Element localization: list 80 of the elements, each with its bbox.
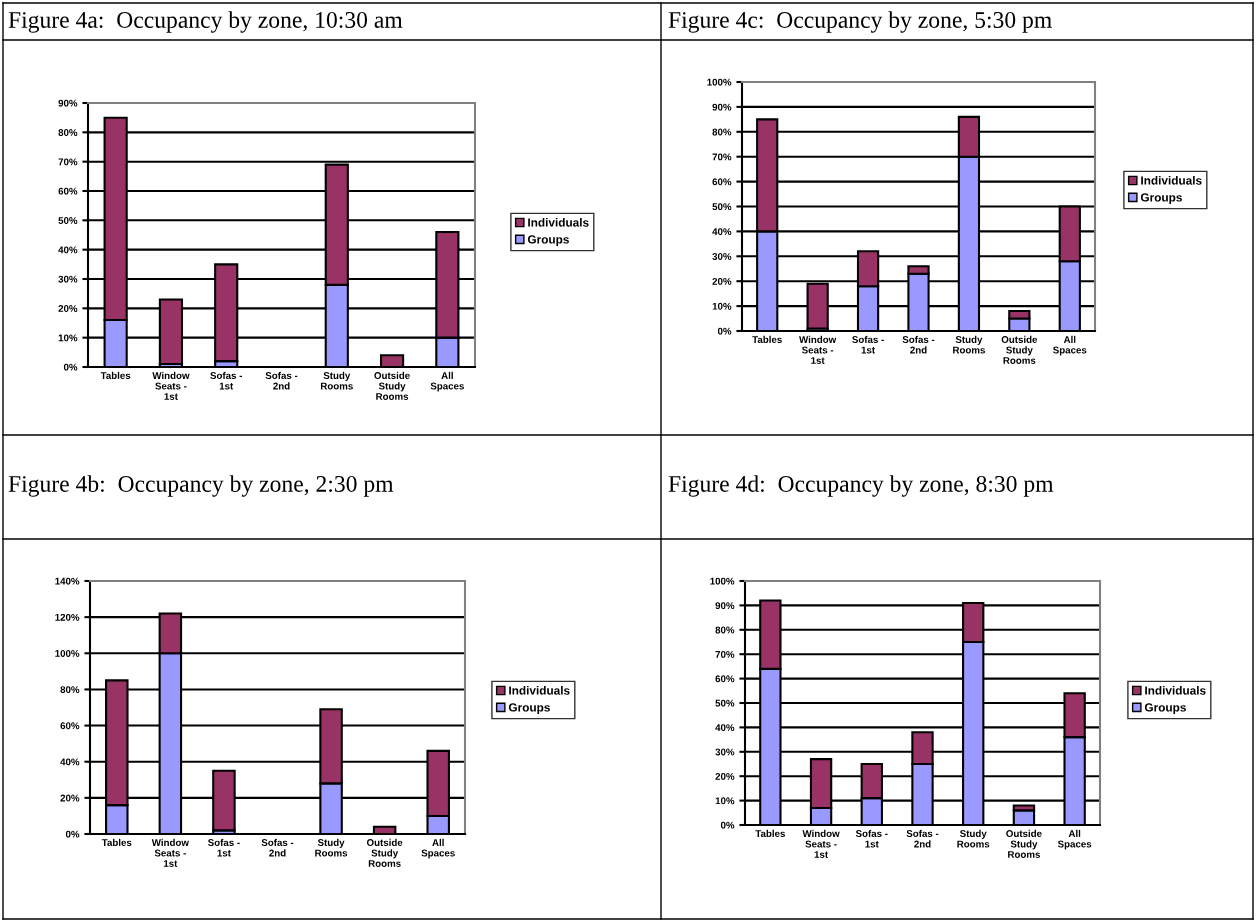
x-tick-label: All Spaces bbox=[1057, 829, 1092, 850]
y-tick-label: 30% bbox=[712, 253, 732, 260]
x-tick-label: Sofas - 2nd bbox=[902, 335, 935, 354]
legend-label: Individuals bbox=[1141, 176, 1202, 185]
chart-title: Figure 4d: Occupancy by zone, 8:30 pm bbox=[668, 475, 1054, 497]
y-tick-label: 60% bbox=[60, 722, 80, 730]
y-tick-label: 90% bbox=[58, 99, 78, 107]
y-tick-label: 80% bbox=[58, 129, 78, 136]
legend-label: Individuals bbox=[1145, 686, 1206, 695]
y-tick-label: 140% bbox=[55, 577, 80, 585]
x-tick-label: All Spaces bbox=[430, 371, 464, 392]
y-tick-label: 70% bbox=[715, 650, 735, 658]
x-tick-label: Study Rooms bbox=[315, 838, 348, 857]
y-tick-label: 100% bbox=[710, 577, 735, 585]
legend-label: Individuals bbox=[509, 686, 570, 695]
x-tick-label: Study Rooms bbox=[957, 829, 990, 848]
x-tick-label: Window Seats - 1st bbox=[152, 371, 190, 400]
y-tick-label: 100% bbox=[55, 650, 80, 657]
y-tick-label: 30% bbox=[715, 748, 735, 756]
y-tick-label: 70% bbox=[712, 153, 732, 161]
x-tick-label: Outside Study Rooms bbox=[1006, 829, 1042, 858]
x-tick-label: Sofas - 2nd bbox=[906, 829, 939, 848]
y-tick-label: 40% bbox=[60, 758, 80, 766]
x-tick-label: Window Seats - 1st bbox=[151, 838, 189, 867]
legend-label: Groups bbox=[1144, 703, 1186, 714]
y-tick-label: 60% bbox=[712, 178, 732, 186]
y-tick-label: 10% bbox=[712, 302, 732, 310]
x-tick-label: Tables bbox=[755, 829, 785, 837]
legend-label: Individuals bbox=[528, 218, 589, 227]
x-tick-label: Sofas - 2nd bbox=[261, 838, 294, 857]
x-tick-label: Sofas - 1st bbox=[208, 838, 240, 857]
y-tick-label: 20% bbox=[712, 277, 732, 285]
x-tick-label: Outside Study Rooms bbox=[366, 838, 403, 867]
y-tick-label: 40% bbox=[712, 228, 732, 236]
y-tick-label: 60% bbox=[715, 675, 735, 683]
y-tick-label: 50% bbox=[58, 217, 78, 224]
legend-label: Groups bbox=[1140, 193, 1182, 204]
y-tick-label: 20% bbox=[715, 772, 735, 780]
x-tick-label: Study Rooms bbox=[320, 371, 353, 390]
chart-title: Figure 4a: Occupancy by zone, 10:30 am bbox=[8, 11, 403, 33]
y-tick-label: 60% bbox=[58, 187, 78, 195]
y-tick-label: 10% bbox=[58, 334, 78, 342]
y-tick-label: 70% bbox=[58, 158, 78, 166]
x-tick-label: Tables bbox=[752, 335, 782, 343]
y-tick-label: 120% bbox=[55, 613, 80, 621]
x-tick-label: Window Seats - 1st bbox=[799, 335, 837, 364]
legend-label: Groups bbox=[527, 235, 569, 246]
y-tick-label: 20% bbox=[58, 305, 78, 312]
y-tick-label: 90% bbox=[715, 602, 735, 610]
x-tick-label: Window Seats - 1st bbox=[802, 829, 840, 858]
x-tick-label: Sofas - 2nd bbox=[265, 371, 298, 390]
legend-label: Groups bbox=[508, 703, 550, 714]
x-tick-label: All Spaces bbox=[1053, 335, 1087, 356]
y-tick-label: 40% bbox=[715, 724, 735, 732]
y-tick-label: 50% bbox=[712, 203, 732, 211]
y-tick-label: 50% bbox=[715, 699, 735, 707]
y-tick-label: 40% bbox=[58, 246, 78, 254]
y-tick-label: 80% bbox=[715, 626, 735, 634]
x-tick-label: Tables bbox=[101, 838, 132, 846]
y-tick-label: 20% bbox=[60, 794, 80, 802]
chart-title: Figure 4b: Occupancy by zone, 2:30 pm bbox=[8, 475, 394, 497]
y-tick-label: 0% bbox=[717, 327, 732, 335]
chart-title: Figure 4c: Occupancy by zone, 5:30 pm bbox=[668, 11, 1052, 33]
y-tick-label: 30% bbox=[58, 275, 78, 283]
y-tick-label: 80% bbox=[60, 686, 80, 694]
y-tick-label: 90% bbox=[712, 103, 732, 111]
y-tick-label: 0% bbox=[720, 821, 735, 829]
x-tick-label: Sofas - 1st bbox=[210, 371, 243, 390]
x-tick-label: Study Rooms bbox=[953, 335, 986, 354]
x-tick-label: Tables bbox=[100, 371, 131, 379]
x-tick-label: All Spaces bbox=[421, 838, 455, 859]
x-tick-label: Sofas - 1st bbox=[852, 335, 884, 354]
x-tick-label: Outside Study Rooms bbox=[1001, 335, 1038, 364]
y-tick-label: 0% bbox=[65, 830, 80, 838]
y-tick-label: 80% bbox=[712, 128, 732, 136]
y-tick-label: 10% bbox=[715, 797, 735, 805]
x-tick-label: Outside Study Rooms bbox=[374, 371, 410, 400]
x-tick-label: Sofas - 1st bbox=[855, 829, 888, 848]
y-tick-label: 0% bbox=[63, 363, 78, 371]
y-tick-label: 100% bbox=[707, 78, 732, 86]
